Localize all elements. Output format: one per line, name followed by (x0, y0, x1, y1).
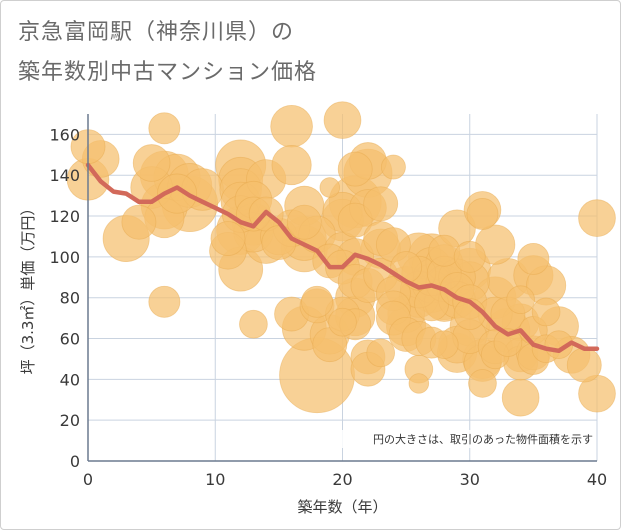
x-tick-label: 40 (587, 470, 607, 489)
data-bubble (323, 101, 362, 139)
x-axis-label: 築年数（年） (297, 498, 387, 516)
y-tick-label: 20 (60, 411, 80, 430)
y-tick-label: 60 (60, 330, 80, 349)
chart-title-line2: 築年数別中古マンション価格 (18, 60, 318, 85)
data-bubble (366, 338, 395, 368)
trend-line-group (85, 162, 600, 354)
data-bubble (408, 373, 430, 394)
data-bubble (319, 177, 341, 198)
data-bubble (363, 186, 399, 222)
data-bubble (148, 112, 181, 145)
data-bubble (517, 242, 550, 275)
data-bubble (148, 285, 181, 318)
y-tick-label: 140 (49, 166, 80, 185)
size-note-background (315, 430, 595, 448)
y-tick-label: 120 (49, 207, 80, 226)
size-note-box: 円の大きさは、取引のあった物件面積を示す (315, 430, 595, 448)
y-axis-label: 坪（3.3㎡）単価（万円） (19, 201, 37, 375)
data-bubble (466, 198, 499, 230)
data-bubble (493, 328, 523, 357)
data-bubble (337, 202, 373, 238)
y-tick-label: 80 (60, 289, 80, 308)
data-bubble (566, 347, 602, 383)
data-bubble (337, 151, 373, 187)
data-bubble (271, 144, 312, 186)
data-bubble (132, 144, 171, 182)
bubble-series (66, 101, 616, 417)
data-bubble (531, 297, 561, 327)
y-tick-label: 40 (60, 370, 80, 389)
axes: 0 20 40 60 80 100 120 140 160 0 10 20 30 40 (49, 114, 607, 489)
x-tick-label: 10 (205, 470, 225, 489)
x-tick-label: 20 (332, 470, 352, 489)
size-note: 円の大きさは、取引のあった物件面積を示す (373, 432, 593, 446)
data-bubble (286, 204, 322, 240)
data-bubble (156, 173, 198, 214)
data-bubble (301, 285, 334, 318)
data-bubble (501, 378, 540, 417)
data-bubble (270, 104, 313, 148)
data-bubble (390, 251, 423, 284)
y-tick-label: 100 (49, 248, 80, 267)
data-bubble (239, 309, 268, 339)
data-bubble (578, 199, 616, 237)
y-tick-label: 0 (70, 452, 80, 471)
data-bubble (468, 369, 497, 398)
y-tick-label: 160 (49, 125, 80, 144)
x-tick-label: 30 (460, 470, 480, 489)
data-bubble (328, 307, 357, 337)
data-bubble (453, 240, 486, 273)
data-bubble (121, 204, 157, 240)
data-bubble (380, 154, 406, 180)
data-bubble (210, 221, 246, 256)
data-bubble (506, 285, 535, 315)
data-bubble (429, 330, 459, 359)
x-tick-label: 0 (83, 470, 93, 489)
trend-line (85, 162, 600, 354)
chart-title-line1: 京急富岡駅（神奈川県）の (18, 20, 295, 45)
